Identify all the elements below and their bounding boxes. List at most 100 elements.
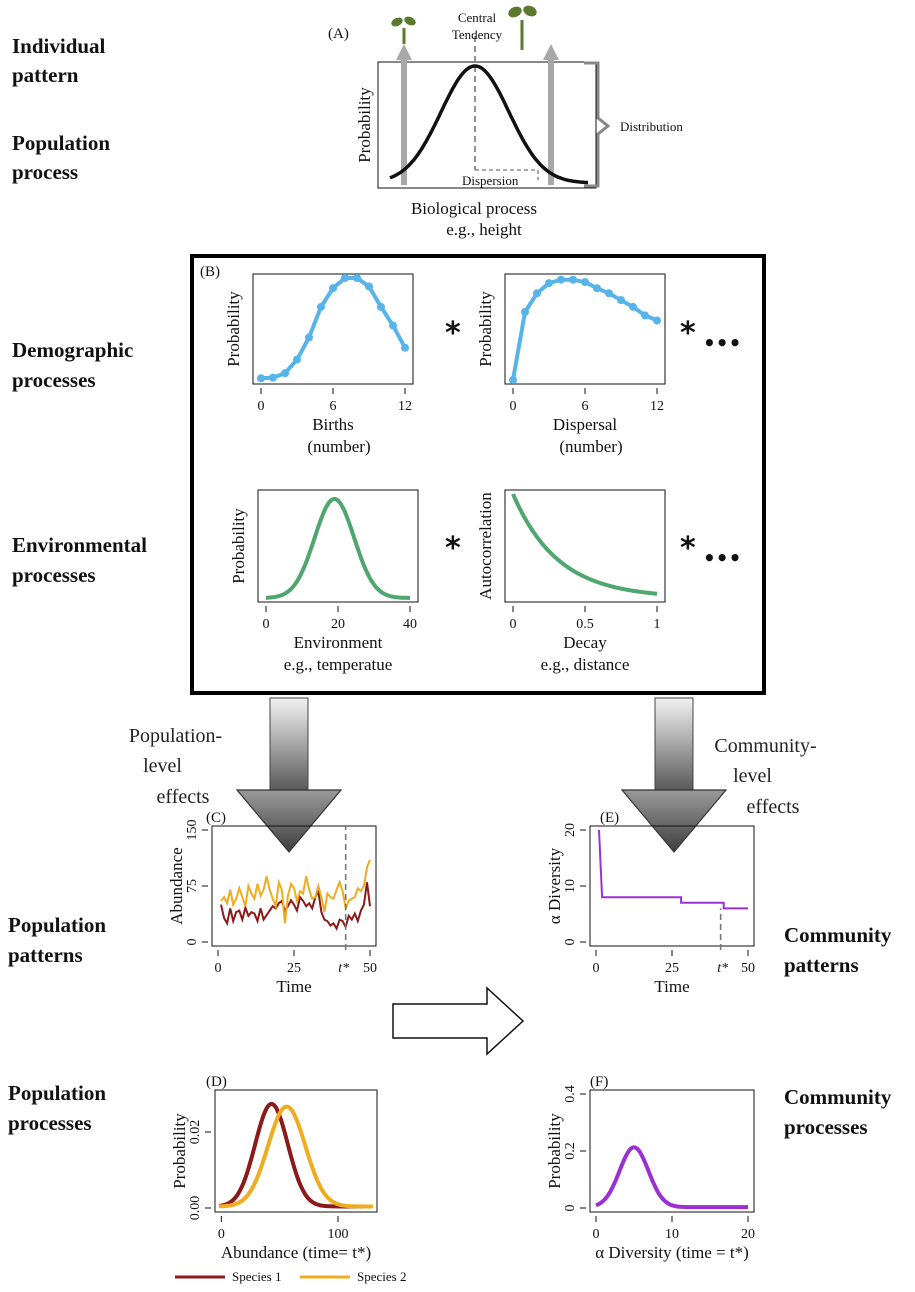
x-tick-label: 0 <box>218 1227 225 1242</box>
x-tick-label: 0 <box>593 1227 600 1242</box>
diversity-time-plot: 0 25 50 0 10 20 α Diversity Time t* <box>545 823 755 996</box>
y-tick-label: 20 <box>563 823 578 837</box>
plot-frame <box>214 1089 378 1213</box>
distribution-label: Distribution <box>620 119 683 134</box>
panel-a: (A) Central Tendency Dispersion Distribut… <box>328 5 683 239</box>
data-point <box>317 302 325 311</box>
label-environmental-processes: Environmental processes <box>12 533 147 587</box>
x-tick-label: 20 <box>331 617 345 632</box>
x-axis-label: (number) <box>307 437 370 456</box>
decay-plot: 0 0.5 1 Autocorrelation Decay e.g., distance <box>476 489 666 674</box>
x-axis-label: Time <box>276 977 311 996</box>
multiply-star-1: * <box>445 316 461 351</box>
y-tick-label: 0 <box>563 1205 578 1212</box>
x-tick-label: 50 <box>363 961 377 976</box>
label-population-process: Population process <box>12 131 110 184</box>
data-point <box>641 311 649 320</box>
y-tick-label: 75 <box>185 879 200 893</box>
label-population-patterns: Population patterns <box>8 913 106 967</box>
x-tick-label: 12 <box>398 399 412 414</box>
data-point <box>281 369 289 378</box>
x-tick-label: 25 <box>665 961 679 976</box>
label-individual-pattern: Individual pattern <box>12 34 106 87</box>
y-axis-label: Probability <box>229 508 248 584</box>
distribution-brace <box>584 61 611 188</box>
y-tick-label: 10 <box>563 879 578 893</box>
y-tick-label: 0.2 <box>563 1142 578 1160</box>
x-tick-label: 1 <box>654 617 661 632</box>
x-tick-label: 0 <box>263 617 270 632</box>
data-point <box>401 343 409 352</box>
x-tick-label: 0.5 <box>576 617 594 632</box>
plot-frame <box>589 1089 755 1213</box>
data-point <box>353 274 361 282</box>
panel-tag: (D) <box>206 1074 227 1090</box>
central-tendency-label: Central Tendency <box>452 10 503 42</box>
legend: Species 1 Species 2 <box>175 1269 406 1284</box>
data-point <box>293 355 301 364</box>
x-axis-label: Abundance (time= t*) <box>221 1243 371 1262</box>
x-tick-label: 25 <box>287 961 301 976</box>
data-point <box>545 279 553 288</box>
panel-b-tag: (B) <box>200 264 220 280</box>
panel-a-tag: (A) <box>328 26 349 42</box>
x-tick-label: 40 <box>403 617 417 632</box>
panel-tag: (C) <box>206 810 226 826</box>
plot-frame <box>589 825 755 947</box>
x-tick-label: 20 <box>741 1227 755 1242</box>
x-axis-label: Environment <box>294 633 383 652</box>
x-axis-label: Time <box>654 977 689 996</box>
series-line <box>266 497 410 600</box>
x-axis-label: α Diversity (time = t*) <box>595 1243 749 1262</box>
x-tick-label: 6 <box>330 399 337 414</box>
data-point <box>365 282 373 291</box>
plot-frame <box>504 273 666 385</box>
x-axis-label: e.g., distance <box>541 655 630 674</box>
diversity-density <box>595 1145 748 1210</box>
data-point <box>329 284 337 293</box>
abundance-time-plot: 0 25 50 0 75 150 Abundance Time t* <box>167 820 377 997</box>
data-point <box>389 321 397 330</box>
dispersion-label: Dispersion <box>462 173 519 188</box>
plot-frame <box>257 489 419 603</box>
x-tick-label: 10 <box>665 1227 679 1242</box>
panel-a-frame <box>377 61 597 189</box>
series-line <box>511 493 658 596</box>
data-point <box>581 278 589 287</box>
density-species-2 <box>219 1104 373 1209</box>
data-point <box>269 373 277 382</box>
data-point <box>569 275 577 284</box>
tall-sprout-icon <box>508 5 537 50</box>
data-point <box>653 316 661 325</box>
series-line <box>260 276 407 381</box>
label-community-patterns: Community patterns <box>784 923 892 977</box>
community-effects-arrow <box>620 697 728 853</box>
y-tick-label: 0.00 <box>188 1196 203 1221</box>
label-population-processes: Population processes <box>8 1081 106 1135</box>
data-point <box>629 302 637 311</box>
y-tick-label: 0 <box>185 939 200 946</box>
data-point <box>593 284 601 293</box>
label-demographic-processes: Demographic processes <box>12 338 133 392</box>
x-tick-label: 0 <box>215 961 222 976</box>
x-tick-label: 6 <box>582 399 589 414</box>
diversity-line <box>598 829 748 910</box>
y-axis-label: Probability <box>476 291 495 367</box>
environment-plot: 0 20 40 Probability Environment e.g., tempera… <box>229 489 419 674</box>
legend-label-species-2: Species 2 <box>357 1269 406 1284</box>
plot-frame <box>504 489 666 603</box>
ellipsis-2: ••• <box>703 546 741 570</box>
births-plot: 0 6 12 Probability Births (number) <box>224 273 414 456</box>
marker-label: t* <box>338 961 349 976</box>
panel-a-ylabel: Probability <box>355 87 374 163</box>
multiply-star-4: * <box>680 531 696 566</box>
x-axis-label: Decay <box>563 633 607 652</box>
population-effects-arrow <box>235 697 343 853</box>
data-point <box>305 333 313 342</box>
small-sprout-icon <box>391 16 416 44</box>
y-axis-label: α Diversity <box>545 847 564 924</box>
normal-distribution-curve <box>389 64 588 185</box>
y-axis-label: Probability <box>545 1113 564 1189</box>
dispersion-bracket <box>475 169 539 180</box>
